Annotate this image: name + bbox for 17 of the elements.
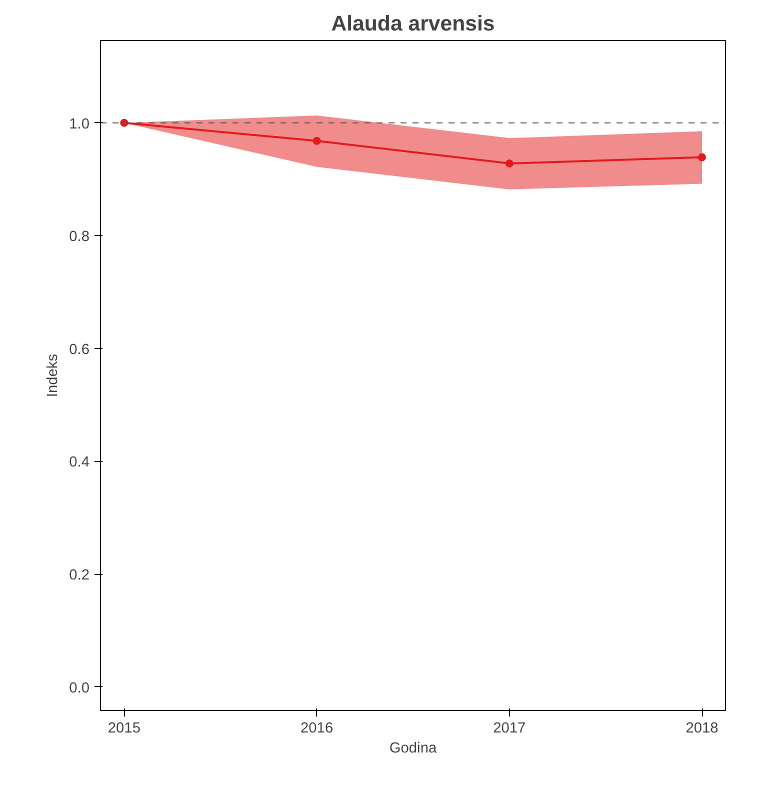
x-tick-label: 2015: [108, 720, 140, 736]
point: [120, 118, 128, 127]
x-axis-title: Godina: [389, 740, 438, 756]
x-tick-label: 2017: [493, 720, 526, 736]
point: [505, 159, 514, 168]
y-tick-label: 0.6: [69, 342, 90, 358]
y-tick-label: 0.4: [69, 454, 90, 471]
y-tick-label: 0.0: [69, 680, 90, 696]
y-tick-label: 0.2: [69, 568, 90, 584]
y-axis-title: Indeks: [45, 354, 62, 398]
x-tick-label: 2016: [300, 720, 334, 736]
chart-title: Alauda arvensis: [331, 12, 495, 36]
y-tick-label: 0.8: [69, 229, 90, 246]
x-tick-label: 2018: [686, 720, 718, 736]
point: [312, 136, 321, 145]
y-tick-label: 1.0: [69, 116, 90, 132]
point: [698, 153, 706, 162]
